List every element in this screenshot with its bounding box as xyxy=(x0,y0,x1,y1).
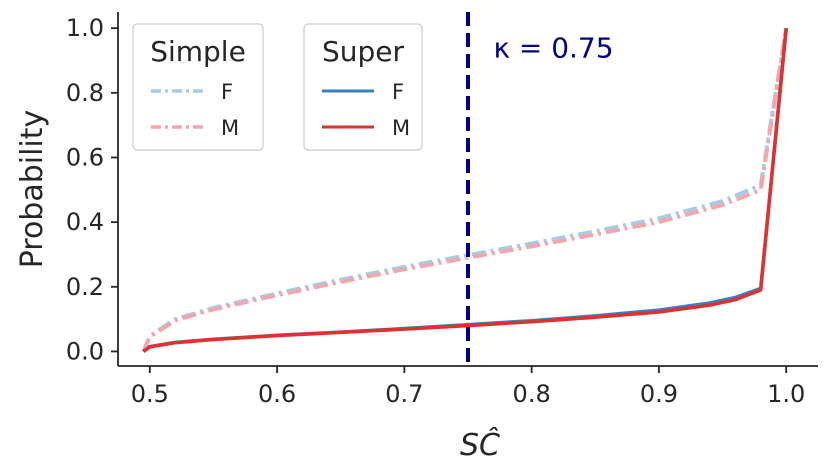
y-tick-label: 0.0 xyxy=(66,337,104,365)
x-axis-title: SĈ xyxy=(460,426,500,463)
legend-box xyxy=(303,23,423,151)
legend-box xyxy=(132,23,264,151)
y-tick-label: 0.2 xyxy=(66,273,104,301)
y-tick-label: 0.6 xyxy=(66,143,104,171)
y-tick-label: 0.8 xyxy=(66,79,104,107)
legend-title: Simple xyxy=(150,35,246,68)
kappa-annotation: κ = 0.75 xyxy=(493,32,613,65)
legend-simple: Simple FM xyxy=(132,23,264,151)
x-tick-label: 0.5 xyxy=(131,380,169,408)
y-axis-title: Probability xyxy=(15,110,50,269)
x-tick-label: 0.6 xyxy=(258,380,296,408)
legend-label: F xyxy=(392,80,404,104)
x-tick-label: 0.9 xyxy=(640,380,678,408)
legend-title: Super xyxy=(322,35,405,68)
y-tick-label: 0.4 xyxy=(66,208,104,236)
legend-label: F xyxy=(221,80,233,104)
axes: 0.5 0.6 0.7 0.8 0.9 1.0 0.0 0.2 0.4 0.6 0.8 1.0 xyxy=(66,12,818,408)
x-tick-label: 0.7 xyxy=(385,380,423,408)
series-line-super-m xyxy=(142,28,788,353)
plot-lines xyxy=(141,27,789,353)
series-line-simple-f xyxy=(141,27,789,353)
x-tick-label: 1.0 xyxy=(767,380,805,408)
x-tick-label: 0.8 xyxy=(513,380,551,408)
series-line-simple-m xyxy=(141,27,789,353)
legend-label: M xyxy=(221,116,239,140)
legend-label: M xyxy=(392,116,410,140)
y-tick-label: 1.0 xyxy=(66,14,104,42)
legend-super: Super FM xyxy=(303,23,423,151)
